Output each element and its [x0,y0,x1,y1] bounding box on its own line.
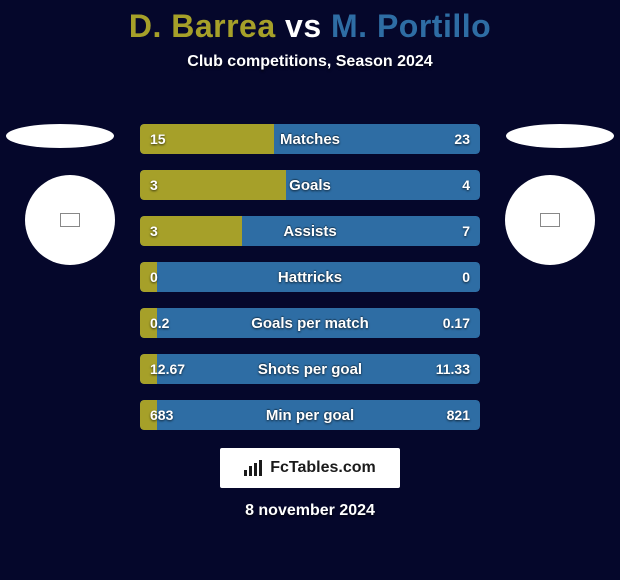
stats-bars: 1523Matches 34Goals 37Assists 00Hattricks 0.… [140,124,480,446]
bars-icon [244,460,264,476]
player2-club-badge [505,175,595,265]
footer-date: 8 november 2024 [0,502,620,520]
flag-icon [540,213,560,227]
title-player2: M. Portillo [331,8,491,44]
stat-row: 12.6711.33Shots per goal [140,354,480,384]
title-vs: vs [276,8,331,44]
stat-row: 1523Matches [140,124,480,154]
brand-text: FcTables.com [270,459,376,477]
stat-label: Goals per match [140,308,480,338]
stat-label: Hattricks [140,262,480,292]
stat-label: Assists [140,216,480,246]
player1-club-badge [25,175,115,265]
player1-photo-placeholder [6,124,114,148]
stat-row: 683821Min per goal [140,400,480,430]
subtitle: Club competitions, Season 2024 [0,53,620,71]
stat-row: 37Assists [140,216,480,246]
stat-label: Shots per goal [140,354,480,384]
brand-badge: FcTables.com [220,448,400,488]
stat-row: 00Hattricks [140,262,480,292]
stat-label: Matches [140,124,480,154]
title-player1: D. Barrea [129,8,276,44]
player2-photo-placeholder [506,124,614,148]
stat-label: Goals [140,170,480,200]
flag-icon [60,213,80,227]
stat-row: 34Goals [140,170,480,200]
stat-label: Min per goal [140,400,480,430]
page-title: D. Barrea vs M. Portillo [0,0,620,45]
stat-row: 0.20.17Goals per match [140,308,480,338]
